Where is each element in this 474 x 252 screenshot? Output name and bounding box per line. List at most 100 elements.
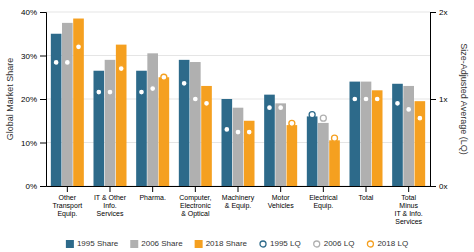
tick-mark [40, 12, 46, 13]
category-label: Pharma. [139, 194, 166, 201]
tick-mark [366, 186, 367, 192]
tick-mark [430, 12, 436, 13]
legend-item: 2006 Share [130, 239, 183, 248]
legend-item: 2018 Share [195, 239, 248, 248]
tick-mark [323, 186, 324, 192]
tick-label: 1x [439, 95, 447, 104]
bar [190, 62, 201, 186]
tick-mark [238, 186, 239, 192]
tick: Machinery& Equip. [222, 186, 255, 210]
tick-mark [67, 186, 68, 192]
point [150, 86, 156, 92]
tick: 30% [21, 52, 46, 61]
bar [159, 77, 170, 186]
axis-line [431, 13, 437, 187]
tick-mark [408, 186, 409, 192]
legend-label: 2006 LQ [324, 239, 355, 248]
bar [116, 45, 127, 186]
point [76, 44, 82, 50]
chart: 0%10%20%30%40%0x1x2xOtherTransportEquip.… [0, 0, 474, 252]
tick-label: 30% [21, 52, 37, 61]
point [235, 129, 241, 135]
point [204, 100, 210, 106]
tick: 1x [430, 95, 447, 104]
point [107, 89, 113, 95]
grid [46, 12, 430, 186]
point [266, 105, 272, 111]
tick: TotalMinusIT & Info.Services [395, 186, 423, 225]
tick-mark [430, 186, 436, 187]
axis-title: Global Market Share [5, 58, 15, 141]
bar-series [51, 34, 403, 186]
legend-label: 2018 LQ [377, 239, 408, 248]
bar [318, 123, 329, 186]
axis-line [40, 13, 47, 187]
point-series [64, 59, 411, 135]
point [417, 115, 423, 121]
point-series [76, 44, 423, 141]
bar [307, 116, 318, 186]
tick-label: 0% [25, 182, 37, 191]
legend-swatch [367, 241, 373, 247]
point [363, 96, 369, 102]
point [138, 89, 144, 95]
legend-swatch [130, 240, 138, 248]
point [192, 96, 198, 102]
tick: Pharma. [139, 186, 166, 201]
tick-mark [40, 99, 46, 100]
point [246, 129, 252, 135]
point [394, 100, 400, 106]
legend-item: 1995 LQ [260, 239, 301, 248]
legend-swatch [195, 240, 203, 248]
tick: 2x [430, 8, 447, 17]
legend-swatch [66, 240, 74, 248]
bar [221, 99, 232, 186]
tick: Total [359, 186, 374, 201]
tick-mark [195, 186, 196, 192]
bar [105, 60, 116, 186]
bar [349, 82, 360, 186]
tick-label: 20% [21, 95, 37, 104]
category-label: Total [359, 194, 374, 201]
point [320, 115, 326, 121]
plot: 0%10%20%30%40%0x1x2xOtherTransportEquip.… [21, 8, 447, 225]
point [332, 135, 338, 141]
point [96, 89, 102, 95]
tick-mark [40, 56, 46, 57]
tick-mark [40, 186, 46, 187]
bar [244, 121, 255, 186]
point [374, 96, 380, 102]
point [309, 112, 315, 118]
tick: 20% [21, 95, 46, 104]
tick: 0% [25, 182, 46, 191]
tick-mark [152, 186, 153, 192]
bar [147, 53, 158, 186]
bar [372, 90, 383, 186]
category-label: Computer,Electronic& Optical [179, 194, 211, 218]
category-label: Machinery& Equip. [222, 194, 255, 210]
axis-title: Size-Adjusted Average (LQ) [459, 43, 469, 154]
legend-label: 1995 Share [77, 239, 119, 248]
tick-label: 0x [439, 182, 447, 191]
bar [392, 84, 403, 186]
category-label: ElectricalEquip. [309, 194, 338, 210]
bar [233, 108, 244, 186]
tick: Computer,Electronic& Optical [179, 186, 211, 218]
point [406, 106, 412, 112]
legend-item: 2006 LQ [314, 239, 355, 248]
tick-label: 10% [21, 139, 37, 148]
legend-label: 1995 LQ [270, 239, 301, 248]
bar [415, 101, 426, 186]
tick-mark [110, 186, 111, 192]
tick-label: 2x [439, 8, 447, 17]
axis: 0x 1x 2x [430, 8, 447, 191]
axis: OtherTransportEquip.IT & OtherInfo.Servi… [47, 186, 431, 225]
point [161, 74, 167, 80]
legend-label: 2006 Share [141, 239, 183, 248]
legend-label: 2018 Share [206, 239, 248, 248]
point [352, 96, 358, 102]
bar [201, 86, 212, 186]
point [181, 80, 187, 86]
point [278, 105, 284, 111]
tick: ElectricalEquip. [309, 186, 338, 210]
